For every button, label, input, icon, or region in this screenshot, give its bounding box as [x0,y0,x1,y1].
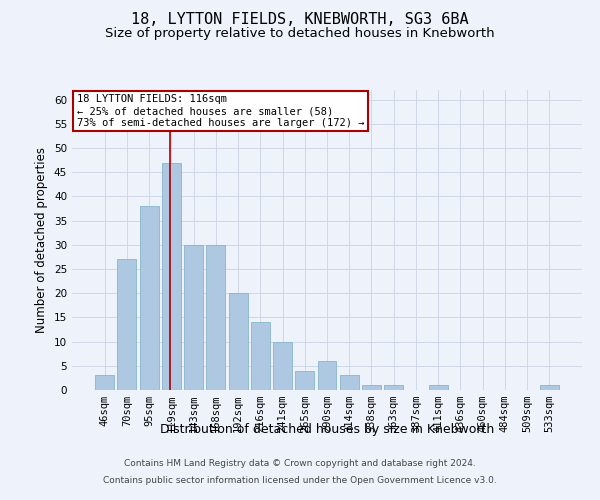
Bar [118,260,136,390]
Y-axis label: Number of detached properties: Number of detached properties [35,147,49,333]
Bar [384,385,403,390]
Text: Contains HM Land Registry data © Crown copyright and database right 2024.: Contains HM Land Registry data © Crown c… [124,458,476,468]
Bar [229,293,248,390]
Bar [340,376,359,390]
Text: Distribution of detached houses by size in Knebworth: Distribution of detached houses by size … [160,422,494,436]
Bar [251,322,270,390]
Bar [540,385,559,390]
Bar [206,245,225,390]
Bar [140,206,158,390]
Bar [295,370,314,390]
Bar [273,342,292,390]
Text: Size of property relative to detached houses in Knebworth: Size of property relative to detached ho… [105,28,495,40]
Text: 18, LYTTON FIELDS, KNEBWORTH, SG3 6BA: 18, LYTTON FIELDS, KNEBWORTH, SG3 6BA [131,12,469,28]
Bar [429,385,448,390]
Text: 18 LYTTON FIELDS: 116sqm
← 25% of detached houses are smaller (58)
73% of semi-d: 18 LYTTON FIELDS: 116sqm ← 25% of detach… [77,94,365,128]
Bar [362,385,381,390]
Bar [162,162,181,390]
Bar [317,361,337,390]
Text: Contains public sector information licensed under the Open Government Licence v3: Contains public sector information licen… [103,476,497,485]
Bar [95,376,114,390]
Bar [184,245,203,390]
